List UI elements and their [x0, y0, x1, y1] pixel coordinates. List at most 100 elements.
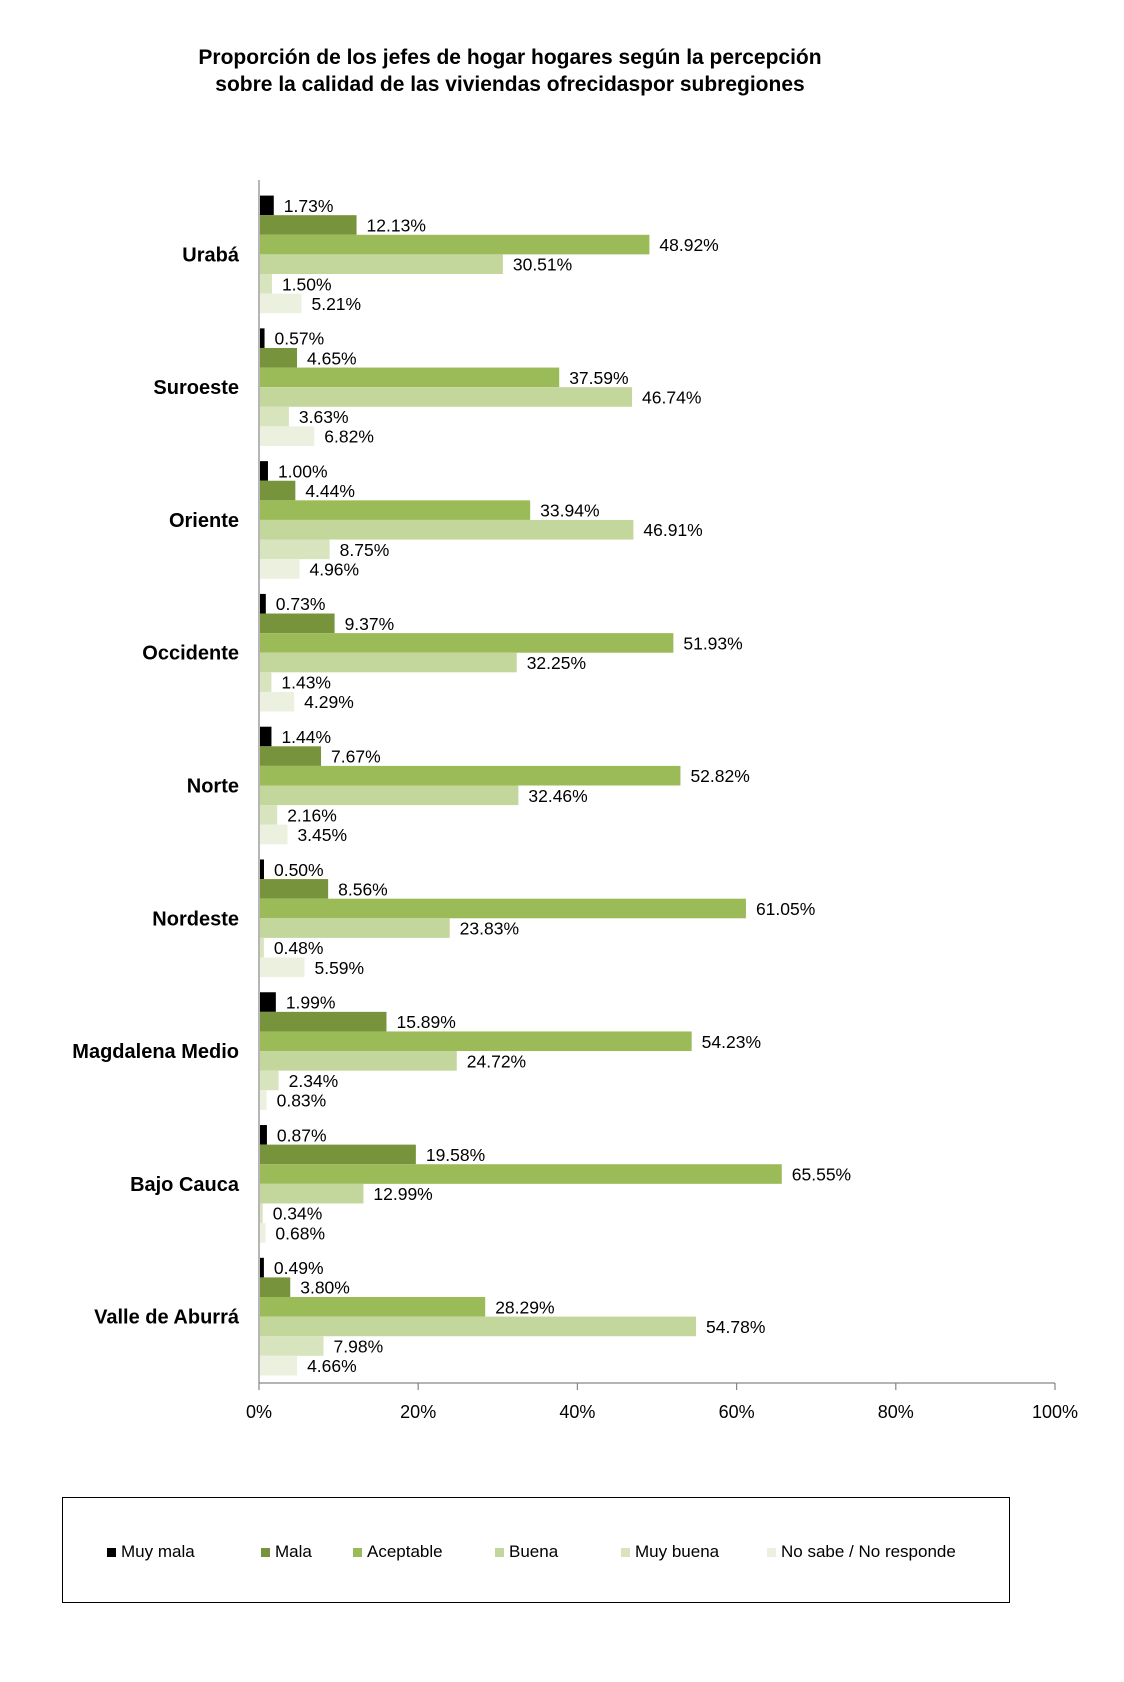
x-tick-label-40: 40% [559, 1402, 595, 1422]
data-label-bajo-cauca-buena: 12.99% [373, 1184, 432, 1204]
data-label-magdalena-medio-muy-mala: 1.99% [286, 993, 336, 1013]
bar-suroeste-mala [260, 347, 298, 368]
bar-norte-muy-buena [260, 805, 278, 825]
bar-magdalena-medio-muy-mala [260, 992, 276, 1012]
data-label-occidente-no-sabe-no-responde: 4.29% [304, 692, 354, 712]
bar-suroeste-aceptable [260, 367, 560, 388]
data-label-bajo-cauca-muy-mala: 0.87% [277, 1125, 327, 1145]
data-label-valle-de-aburra-aceptable: 28.29% [495, 1297, 554, 1317]
chart-title-line-2: sobre la calidad de las viviendas ofreci… [215, 73, 805, 96]
bar-valle-de-aburra-muy-mala [260, 1257, 264, 1278]
bar-suroeste-muy-buena [260, 406, 289, 427]
data-label-uraba-muy-mala: 1.73% [284, 196, 334, 216]
legend-label-muy-buena: Muy buena [635, 1542, 720, 1561]
bar-nordeste-mala [260, 879, 329, 899]
bar-norte-mala [260, 746, 322, 766]
legend-swatch-muy-mala [107, 1547, 116, 1557]
bar-norte-no-sabe-no-responde [260, 824, 288, 845]
data-label-oriente-mala: 4.44% [305, 481, 355, 501]
bar-occidente-mala [260, 613, 335, 634]
bar-norte-aceptable [260, 765, 681, 786]
legend-item-muy-mala: Muy mala [107, 1542, 195, 1562]
bar-chart: Urabá 1.73% 12.13% 48.92% 30.51% 1.50%5.21% Su… [72, 180, 1078, 1422]
data-label-norte-muy-buena: 2.16% [287, 805, 337, 825]
bar-oriente-muy-buena [260, 539, 330, 560]
bar-bajo-cauca-mala [260, 1144, 416, 1165]
data-label-uraba-muy-buena: 1.50% [282, 274, 332, 294]
data-label-valle-de-aburra-no-sabe-no-responde: 4.66% [307, 1356, 357, 1376]
bar-bajo-cauca-buena [260, 1183, 364, 1204]
data-label-magdalena-medio-buena: 24.72% [467, 1051, 526, 1071]
data-label-uraba-mala: 12.13% [367, 215, 426, 235]
legend-label-mala: Mala [275, 1542, 312, 1561]
legend-label-aceptable: Aceptable [367, 1542, 443, 1561]
data-label-nordeste-no-sabe-no-responde: 5.59% [314, 958, 364, 978]
data-label-oriente-no-sabe-no-responde: 4.96% [309, 559, 359, 579]
data-label-occidente-mala: 9.37% [345, 614, 395, 634]
bar-nordeste-muy-buena [260, 937, 264, 958]
bar-uraba-mala [260, 215, 357, 235]
legend-item-mala: Mala [261, 1542, 312, 1562]
data-label-magdalena-medio-aceptable: 54.23% [702, 1032, 761, 1052]
bar-oriente-buena [260, 519, 634, 540]
bar-magdalena-medio-no-sabe-no-responde [260, 1090, 267, 1110]
x-tick-label-60: 60% [719, 1402, 755, 1422]
bar-uraba-aceptable [260, 234, 650, 255]
data-label-oriente-muy-buena: 8.75% [340, 540, 390, 560]
bar-magdalena-medio-muy-buena [260, 1070, 279, 1091]
legend-item-muy-buena: Muy buena [621, 1542, 719, 1562]
data-label-nordeste-muy-mala: 0.50% [274, 860, 324, 880]
legend-swatch-buena [495, 1547, 504, 1557]
category-label-bajo-cauca: Bajo Cauca [130, 1174, 240, 1196]
data-label-valle-de-aburra-muy-mala: 0.49% [274, 1258, 324, 1278]
legend-item-aceptable: Aceptable [353, 1542, 443, 1562]
bar-bajo-cauca-muy-buena [260, 1203, 263, 1224]
data-label-nordeste-muy-buena: 0.48% [274, 938, 324, 958]
category-label-suroeste: Suroeste [153, 377, 239, 399]
data-label-norte-no-sabe-no-responde: 3.45% [297, 825, 347, 845]
bar-uraba-buena [260, 254, 503, 274]
bar-uraba-muy-mala [260, 195, 274, 216]
data-label-suroeste-buena: 46.74% [642, 387, 701, 407]
data-label-oriente-muy-mala: 1.00% [278, 461, 328, 481]
bar-valle-de-aburra-mala [260, 1277, 291, 1298]
bar-oriente-mala [260, 480, 296, 501]
data-label-norte-aceptable: 52.82% [690, 766, 749, 786]
data-label-oriente-buena: 46.91% [643, 520, 702, 540]
bar-valle-de-aburra-muy-buena [260, 1336, 324, 1356]
bar-nordeste-aceptable [260, 898, 746, 919]
category-label-valle-de-aburra: Valle de Aburrá [94, 1307, 240, 1329]
bar-occidente-no-sabe-no-responde [260, 691, 295, 712]
data-label-suroeste-no-sabe-no-responde: 6.82% [324, 427, 374, 447]
bar-bajo-cauca-no-sabe-no-responde [260, 1223, 266, 1243]
bar-suroeste-muy-mala [260, 328, 265, 348]
legend: Muy mala Mala Aceptable Buena Muy buena No sa… [62, 1497, 1010, 1603]
category-label-norte: Norte [187, 776, 239, 798]
data-label-uraba-no-sabe-no-responde: 5.21% [311, 294, 361, 314]
data-label-bajo-cauca-no-sabe-no-responde: 0.68% [275, 1223, 325, 1243]
bar-occidente-muy-mala [260, 593, 266, 614]
data-label-suroeste-muy-buena: 3.63% [299, 407, 349, 427]
bar-nordeste-no-sabe-no-responde [260, 957, 305, 978]
bar-magdalena-medio-mala [260, 1011, 387, 1032]
bar-uraba-muy-buena [260, 273, 272, 294]
data-label-occidente-buena: 32.25% [527, 653, 586, 673]
bar-occidente-buena [260, 652, 517, 673]
data-label-uraba-buena: 30.51% [513, 255, 572, 275]
bar-norte-muy-mala [260, 726, 272, 747]
bar-valle-de-aburra-buena [260, 1316, 697, 1337]
data-label-magdalena-medio-mala: 15.89% [396, 1012, 455, 1032]
category-label-oriente: Oriente [169, 510, 239, 532]
legend-item-no-sabe-no-responde: No sabe / No responde [767, 1542, 956, 1562]
category-label-nordeste: Nordeste [152, 908, 239, 930]
bar-occidente-aceptable [260, 633, 674, 653]
bar-suroeste-no-sabe-no-responde [260, 426, 315, 446]
data-label-magdalena-medio-no-sabe-no-responde: 0.83% [277, 1091, 327, 1111]
category-label-occidente: Occidente [142, 643, 239, 665]
data-label-suroeste-mala: 4.65% [307, 348, 357, 368]
bar-nordeste-muy-mala [260, 859, 264, 880]
bar-magdalena-medio-aceptable [260, 1031, 692, 1052]
bar-occidente-muy-buena [260, 672, 272, 692]
data-label-valle-de-aburra-mala: 3.80% [300, 1278, 350, 1298]
data-label-magdalena-medio-muy-buena: 2.34% [289, 1071, 339, 1091]
